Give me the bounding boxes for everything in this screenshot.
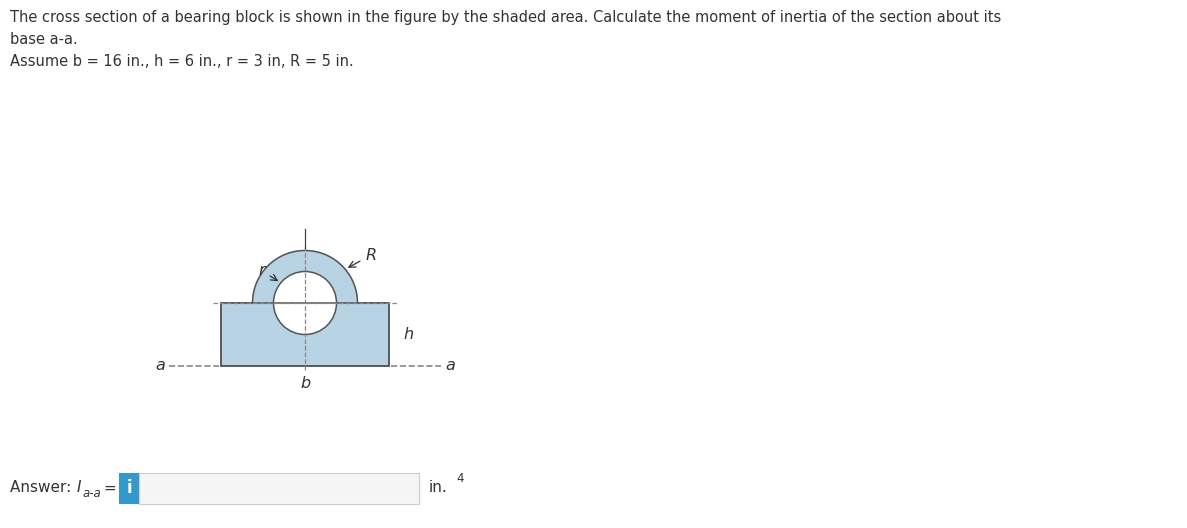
Text: base a-a.: base a-a. xyxy=(9,32,78,47)
Text: I: I xyxy=(77,480,82,495)
Text: h: h xyxy=(404,327,413,342)
Text: in.: in. xyxy=(429,480,447,495)
Bar xyxy=(139,473,419,504)
Text: a: a xyxy=(445,359,455,373)
Polygon shape xyxy=(253,250,357,303)
Text: Answer:: Answer: xyxy=(9,480,76,495)
Circle shape xyxy=(273,271,336,335)
Text: R: R xyxy=(349,248,376,267)
Text: b: b xyxy=(300,376,310,391)
Text: The cross section of a bearing block is shown in the figure by the shaded area. : The cross section of a bearing block is … xyxy=(9,10,1002,25)
Text: a: a xyxy=(155,359,165,373)
Bar xyxy=(119,473,139,504)
Bar xyxy=(221,303,389,366)
Text: i: i xyxy=(126,479,132,497)
Text: Assume b = 16 in., h = 6 in., r = 3 in, R = 5 in.: Assume b = 16 in., h = 6 in., r = 3 in, … xyxy=(9,54,354,69)
Bar xyxy=(221,303,389,366)
Text: r: r xyxy=(259,263,278,280)
Text: =: = xyxy=(103,480,116,495)
Text: a-a: a-a xyxy=(83,487,102,500)
Text: 4: 4 xyxy=(456,472,463,485)
